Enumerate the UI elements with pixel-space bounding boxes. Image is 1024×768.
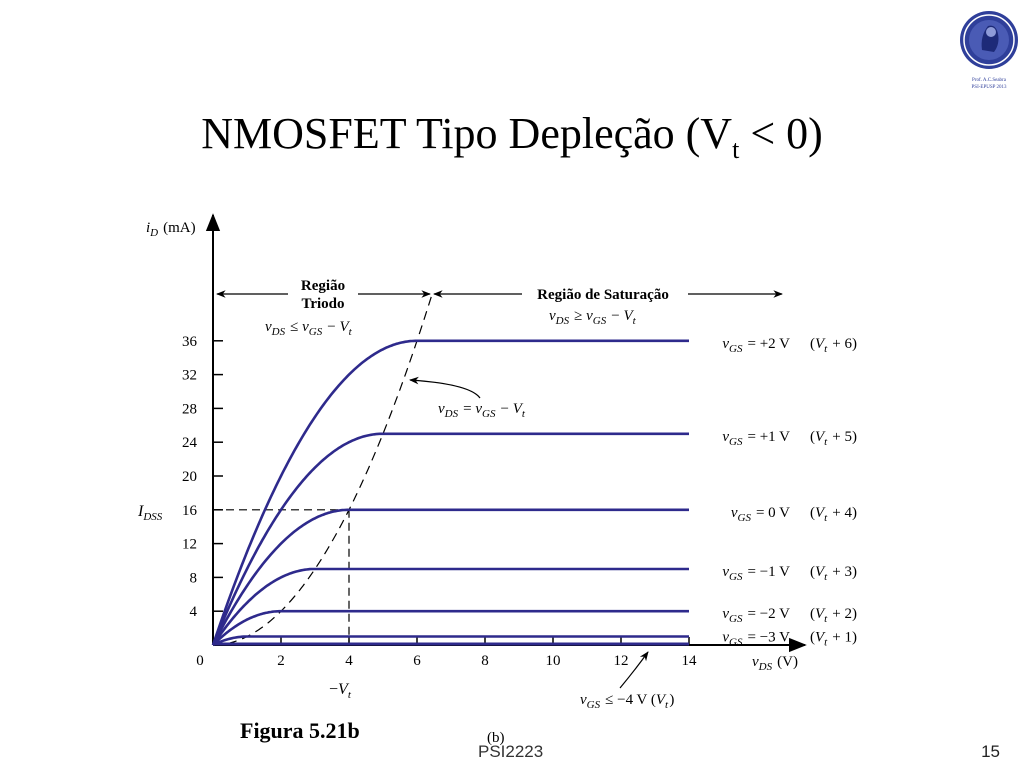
saturation-title-backdrop [522, 284, 686, 304]
curve-vt-label: (Vt + 3) [810, 564, 857, 583]
boundary-curve-label: vDS = vGS − Vt [438, 401, 526, 420]
title-subscript: t [732, 135, 740, 164]
saturation-boundary-curve [213, 293, 433, 646]
footer-page-number: 15 [981, 742, 1000, 761]
x-tick-label: 0 [196, 653, 204, 669]
curve-vgs-label: vGS = 0 V [731, 505, 790, 524]
y-tick-label: 20 [182, 469, 197, 485]
y-tick-label: 8 [190, 570, 198, 586]
saturation-condition: vDS ≥ vGS − Vt [549, 308, 637, 327]
panel-label: (b) [487, 730, 505, 746]
curve-vgs-label: vGS = +1 V [722, 429, 790, 448]
y-tick-label: 24 [182, 435, 198, 451]
boundary-pointer-arrow [409, 376, 481, 399]
x-axis-label: vDS (V) [752, 654, 798, 673]
curve-vt-label: (Vt + 1) [810, 630, 857, 649]
university-seal-logo: Prof. A.C.Seabra PSI-EPUSP 2013 [960, 11, 1018, 90]
x-tick-label: 14 [682, 653, 698, 669]
cutoff-label: vGS ≤ −4 V (Vt ) [580, 692, 674, 711]
svg-text:PSI-EPUSP 2013: PSI-EPUSP 2013 [972, 85, 1007, 90]
triode-title-backdrop [288, 272, 358, 316]
x-tick-label: 10 [546, 653, 561, 669]
curve-vt-label: (Vt + 5) [810, 429, 857, 448]
x-tick-label: 12 [614, 653, 629, 669]
curve-vgs-label: vGS = −2 V [722, 606, 790, 625]
y-tick-label: 12 [182, 537, 197, 553]
curve-vt-label: (Vt + 4) [810, 505, 857, 524]
x-tick-label: 6 [413, 653, 421, 669]
footer-course-code: PSI2223 [478, 742, 544, 761]
curve-vgs-label: vGS = −1 V [722, 564, 790, 583]
neg-vt-label: −Vt [329, 681, 352, 701]
cutoff-pointer-arrow [619, 651, 649, 689]
title-main: NMOSFET Tipo Depleção (V [201, 109, 733, 158]
triode-title-line1: Região [301, 278, 345, 294]
title-end: < 0) [739, 109, 823, 158]
x-tick-label: 4 [345, 653, 353, 669]
curve-vgs-5 [212, 635, 689, 647]
curve-vgs-0 [211, 339, 689, 646]
idss-label: IDSS [137, 503, 164, 523]
slide-title: NMOSFET Tipo Depleção (Vt < 0) [0, 104, 1024, 180]
saturation-title: Região de Saturação [537, 287, 669, 303]
curve-vgs-2 [211, 508, 689, 646]
y-axis-label: iD (mA) [146, 220, 196, 239]
y-tick-label: 36 [182, 334, 198, 350]
curve-vgs-3 [211, 567, 689, 646]
curve-vt-label: (Vt + 2) [810, 606, 857, 625]
curve-vgs-label: vGS = +2 V [722, 336, 790, 355]
svg-text:Prof. A.C.Seabra: Prof. A.C.Seabra [972, 78, 1007, 83]
triode-condition: vDS ≤ vGS − Vt [265, 319, 353, 338]
curve-vt-label: (Vt + 6) [810, 336, 857, 355]
curve-vgs-label: vGS = −3 V [722, 630, 790, 649]
x-tick-label: 8 [481, 653, 489, 669]
y-tick-label: 4 [190, 604, 198, 620]
x-tick-label: 2 [277, 653, 285, 669]
figure-caption: Figura 5.21b [240, 718, 360, 743]
y-tick-label: 16 [182, 503, 198, 519]
y-tick-label: 32 [182, 368, 197, 384]
triode-title-line2: Triodo [301, 296, 344, 312]
curve-vgs-4 [212, 609, 689, 646]
y-tick-label: 28 [182, 401, 197, 417]
curve-vgs-1 [211, 432, 689, 646]
